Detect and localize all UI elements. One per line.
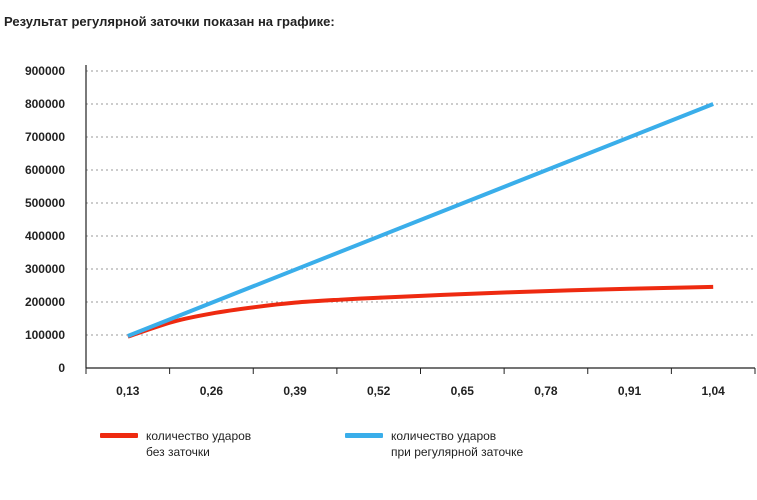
y-tick-label: 900000: [25, 64, 65, 78]
legend-swatch-red: [100, 433, 138, 438]
y-tick-label: 600000: [25, 163, 65, 177]
x-tick-label: 0,39: [283, 384, 307, 398]
y-tick-labels: 0 100000 200000 300000 400000 500000 600000 700…: [25, 64, 65, 375]
legend-label-red-line2: без заточки: [146, 445, 210, 459]
legend-item-red: количество ударов без заточки: [100, 428, 251, 460]
legend-swatch-blue: [345, 433, 383, 438]
x-tick-label: 0,78: [534, 384, 558, 398]
line-chart: 0 100000 200000 300000 400000 500000 600000 700…: [25, 64, 756, 398]
y-tick-label: 0: [58, 361, 65, 375]
x-tick-label: 0,91: [618, 384, 642, 398]
series-line-blue: [127, 102, 714, 338]
x-tick-label: 0,65: [451, 384, 475, 398]
axes: [85, 65, 756, 374]
x-tick-label: 0,26: [200, 384, 224, 398]
legend-label-blue-line1: количество ударов: [391, 429, 497, 443]
y-tick-label: 800000: [25, 97, 65, 111]
y-tick-label: 200000: [25, 295, 65, 309]
y-tick-label: 700000: [25, 130, 65, 144]
x-tick-label: 0,52: [367, 384, 391, 398]
chart-heading: Результат регулярной заточки показан на …: [4, 14, 335, 29]
y-tick-label: 100000: [25, 328, 65, 342]
x-tick-label: 0,13: [116, 384, 140, 398]
legend-label-blue: количество ударов при регулярной заточке: [391, 428, 523, 460]
x-tick-labels: 0,13 0,26 0,39 0,52 0,65 0,78 0,91 1,04: [116, 384, 725, 398]
series-line-red: [127, 284, 714, 339]
legend-label-red-line1: количество ударов: [146, 429, 252, 443]
legend-label-red: количество ударов без заточки: [146, 428, 251, 460]
y-tick-label: 300000: [25, 262, 65, 276]
series-lines: [127, 102, 714, 339]
grid-lines: [86, 70, 755, 336]
legend-label-blue-line2: при регулярной заточке: [391, 445, 524, 459]
y-tick-label: 500000: [25, 196, 65, 210]
y-tick-label: 400000: [25, 229, 65, 243]
x-tick-label: 1,04: [702, 384, 726, 398]
legend-item-blue: количество ударов при регулярной заточке: [345, 428, 523, 460]
